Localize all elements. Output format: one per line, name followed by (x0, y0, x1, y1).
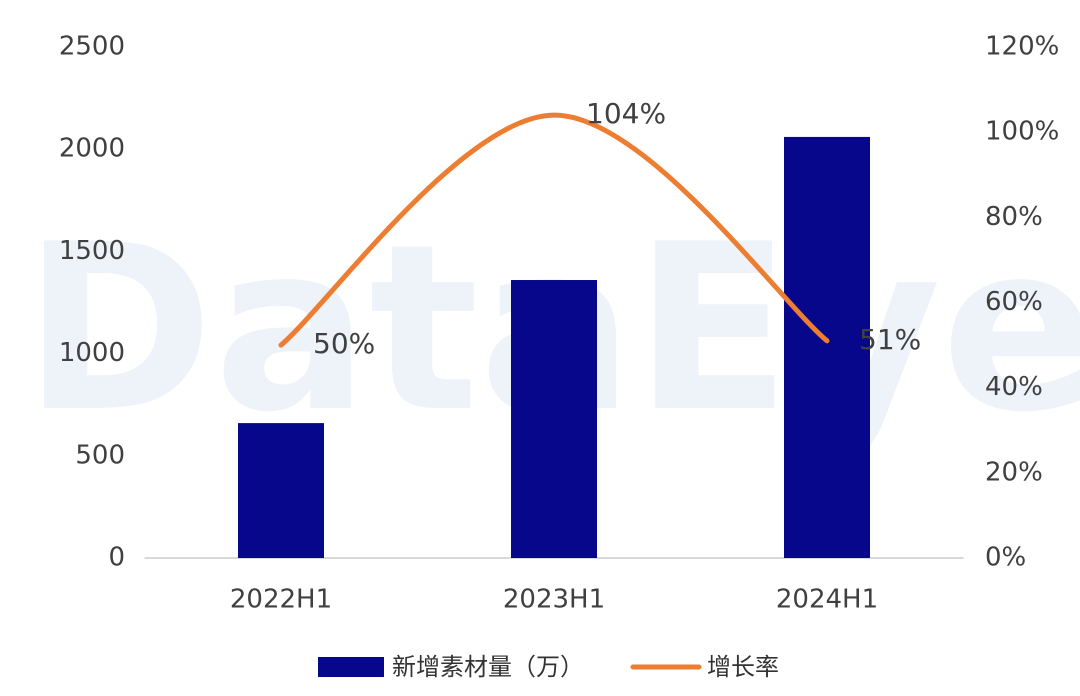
line (278, 112, 830, 348)
y2-tick-label: 100% (985, 117, 1059, 147)
legend-swatch (318, 657, 384, 677)
y2-tick-label: 40% (985, 372, 1043, 402)
y2-tick-label: 60% (985, 287, 1043, 317)
y-tick-label: 2500 (59, 32, 125, 62)
data-label: 104% (586, 97, 666, 130)
y2-tick-label: 80% (985, 202, 1043, 232)
x-tick-label: 2023H1 (503, 585, 605, 615)
bar (784, 136, 870, 558)
y-tick-label: 2000 (59, 134, 125, 164)
bar (238, 423, 324, 558)
data-label: 51% (859, 323, 921, 356)
y-tick-label: 1000 (59, 338, 125, 368)
y-tick-label: 500 (75, 440, 125, 470)
y-tick-label: 1500 (59, 236, 125, 266)
x-tick-label: 2022H1 (230, 585, 332, 615)
legend-label: 增长率 (707, 653, 779, 681)
y2-tick-label: 120% (985, 32, 1059, 62)
y-tick-label: 0 (108, 543, 125, 573)
bar (511, 280, 597, 558)
data-label: 50% (313, 327, 375, 360)
y2-tick-label: 0% (985, 543, 1026, 573)
x-tick-label: 2024H1 (776, 585, 878, 615)
legend-label: 新增素材量（万） (392, 653, 584, 681)
y2-tick-label: 20% (985, 457, 1043, 487)
